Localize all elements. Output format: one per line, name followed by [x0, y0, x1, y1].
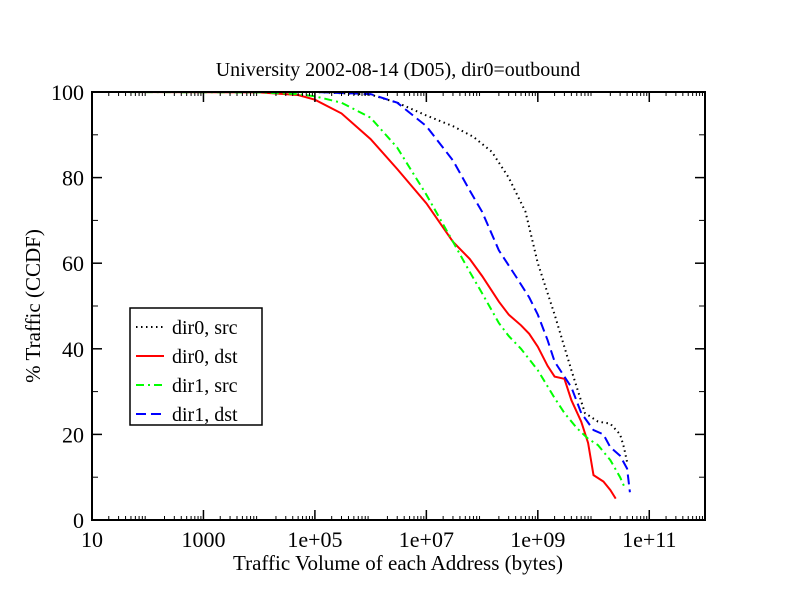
legend-label-0: dir0, src [172, 317, 238, 339]
legend-label-3: dir1, dst [172, 404, 238, 426]
x-tick-label-4: 1e+09 [510, 527, 565, 552]
series-line-0 [108, 91, 629, 463]
legend: dir0, src dir0, dst dir1, src dir1, dst [129, 307, 263, 426]
x-tick-label-3: 1e+07 [399, 527, 454, 552]
ticks-layer: 10 1000 1e+05 1e+07 1e+09 1e+11 0 20 40 60 80 100 [51, 80, 705, 552]
series-line-2 [108, 91, 625, 487]
x-tick-label-0: 10 [81, 527, 103, 552]
x-tick-label-5: 1e+11 [622, 527, 676, 552]
series-layer [108, 91, 631, 500]
y-tick-label-2: 40 [62, 337, 84, 362]
chart-title: University 2002-08-14 (D05), dir0=outbou… [216, 59, 581, 81]
x-tick-label-2: 1e+05 [287, 527, 342, 552]
legend-label-1: dir0, dst [172, 346, 238, 368]
y-tick-label-5: 100 [51, 80, 84, 105]
x-tick-label-1: 1000 [181, 527, 225, 552]
legend-label-2: dir1, src [172, 375, 238, 397]
y-tick-label-1: 20 [62, 422, 84, 447]
series-line-1 [108, 91, 617, 500]
x-axis-label: Traffic Volume of each Address (bytes) [233, 551, 563, 575]
y-tick-label-4: 80 [62, 166, 84, 191]
series-line-3 [108, 91, 631, 493]
y-axis-label: % Traffic (CCDF) [21, 229, 45, 383]
y-tick-label-3: 60 [62, 251, 84, 276]
y-tick-label-0: 0 [73, 508, 84, 533]
